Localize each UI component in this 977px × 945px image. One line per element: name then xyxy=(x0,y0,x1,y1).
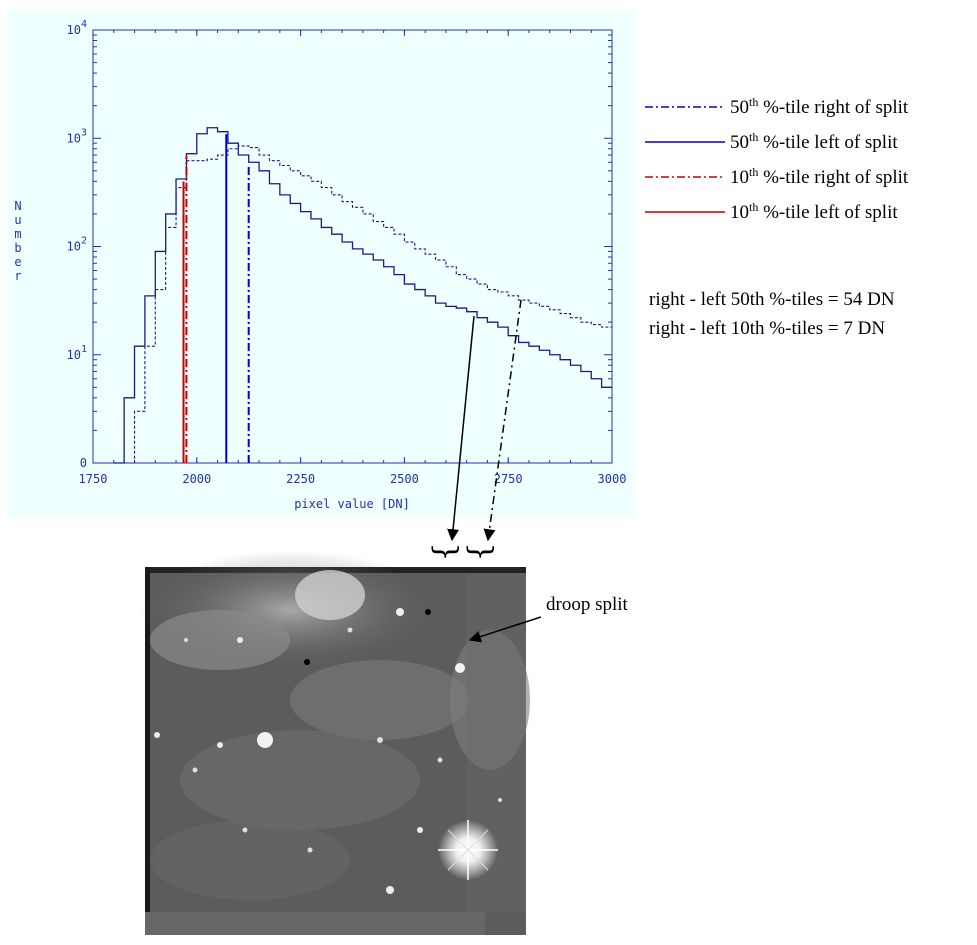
arrow-right-split xyxy=(483,299,522,542)
y-axis-label-letter: u xyxy=(14,213,21,227)
note-10th: right - left 10th %-tiles = 7 DN xyxy=(649,318,886,339)
y-axis-label-letter: r xyxy=(14,269,21,283)
x-tick-label: 3000 xyxy=(598,472,627,486)
note-50th: right - left 50th %-tiles = 54 DN xyxy=(649,289,895,310)
x-tick-label: 2500 xyxy=(390,472,419,486)
right-brace: { xyxy=(462,542,497,561)
legend-entry: 50th %-tile left of split xyxy=(730,130,898,153)
y-axis-label-letter: b xyxy=(14,241,21,255)
left-brace: { xyxy=(427,542,462,561)
x-tick-label: 2000 xyxy=(182,472,211,486)
y-axis-label-letter: N xyxy=(14,199,21,213)
y-axis-label-letter: m xyxy=(14,227,21,241)
y-tick-label: 101 xyxy=(67,344,87,362)
droop-split-label: droop split xyxy=(546,594,628,615)
x-axis-label: pixel value [DN] xyxy=(294,497,410,511)
legend-entry: 10th %-tile right of split xyxy=(730,165,909,188)
legend: 50th %-tile right of split 50th %-tile le… xyxy=(645,95,909,223)
x-tick-label: 2250 xyxy=(286,472,315,486)
y-tick-label: 103 xyxy=(67,127,87,145)
arrow-droop xyxy=(468,616,542,643)
droop-split-image xyxy=(140,550,530,935)
x-tick-label: 1750 xyxy=(79,472,108,486)
y-tick-label: 102 xyxy=(67,236,87,254)
y-tick-label: 0 xyxy=(80,456,87,470)
legend-entry: 50th %-tile right of split xyxy=(730,95,909,118)
y-axis-label-letter: e xyxy=(14,255,21,269)
arrow-left-split xyxy=(447,315,475,542)
y-tick-label: 104 xyxy=(67,19,87,37)
x-tick-label: 2750 xyxy=(494,472,523,486)
chart-panel xyxy=(8,10,636,518)
legend-entry: 10th %-tile left of split xyxy=(730,200,898,223)
histogram-right-of-split xyxy=(113,145,612,464)
histogram-left-of-split xyxy=(113,127,612,464)
